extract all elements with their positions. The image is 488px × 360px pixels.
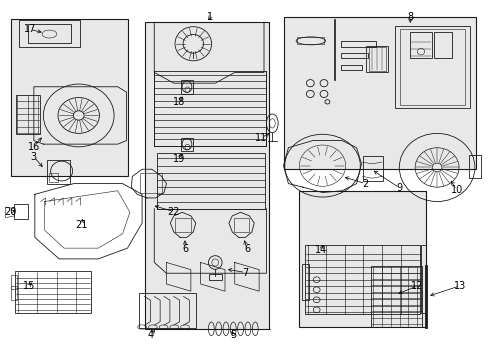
Text: 20: 20 [4, 207, 17, 217]
Text: 15: 15 [23, 281, 35, 291]
Text: 8: 8 [407, 12, 412, 22]
Bar [370, 266, 422, 327]
Bar [157, 153, 264, 209]
Bar [340, 65, 361, 69]
Bar [297, 37, 324, 44]
Bar [420, 245, 425, 313]
Bar [305, 244, 419, 315]
Text: 22: 22 [167, 207, 180, 217]
Text: 12: 12 [410, 281, 423, 291]
Bar [233, 218, 249, 232]
Text: 3: 3 [31, 152, 37, 162]
Text: 2: 2 [362, 179, 368, 189]
Text: 5: 5 [230, 330, 236, 340]
Bar [16, 95, 40, 134]
Bar [47, 160, 70, 184]
Text: 18: 18 [173, 97, 185, 107]
Bar [14, 204, 28, 220]
Text: 17: 17 [24, 24, 36, 35]
Bar [27, 24, 71, 43]
Bar [11, 286, 17, 300]
Bar [11, 19, 128, 176]
Text: 21: 21 [75, 220, 87, 230]
Text: 1: 1 [207, 12, 213, 22]
Bar [11, 275, 17, 289]
Text: 6: 6 [182, 244, 188, 254]
Bar [209, 274, 221, 280]
Bar [140, 173, 161, 193]
Bar [181, 80, 193, 94]
Bar [394, 26, 469, 108]
Bar [154, 71, 266, 146]
Bar [399, 30, 465, 105]
Bar [283, 17, 475, 169]
Text: 14: 14 [315, 245, 327, 255]
Bar [299, 191, 425, 327]
Text: 7: 7 [242, 267, 248, 278]
Bar [366, 45, 387, 72]
Bar [15, 271, 91, 313]
Bar [340, 41, 375, 46]
Text: 6: 6 [244, 244, 249, 254]
Bar [175, 218, 190, 232]
Bar [301, 264, 308, 300]
Text: 19: 19 [173, 154, 185, 164]
Text: 11: 11 [255, 133, 267, 143]
Bar [433, 32, 451, 58]
Bar [144, 22, 268, 329]
Bar [19, 21, 80, 47]
Bar [409, 32, 431, 58]
Bar [368, 47, 385, 71]
Text: 9: 9 [396, 183, 402, 193]
Bar [362, 156, 382, 181]
Bar [468, 155, 480, 178]
Bar [139, 293, 196, 328]
Text: 10: 10 [449, 185, 462, 195]
Bar [340, 53, 367, 58]
Bar [49, 173, 58, 182]
Bar [181, 138, 193, 151]
Text: 4: 4 [147, 330, 154, 340]
Text: 13: 13 [453, 281, 465, 291]
Text: 16: 16 [28, 142, 40, 152]
